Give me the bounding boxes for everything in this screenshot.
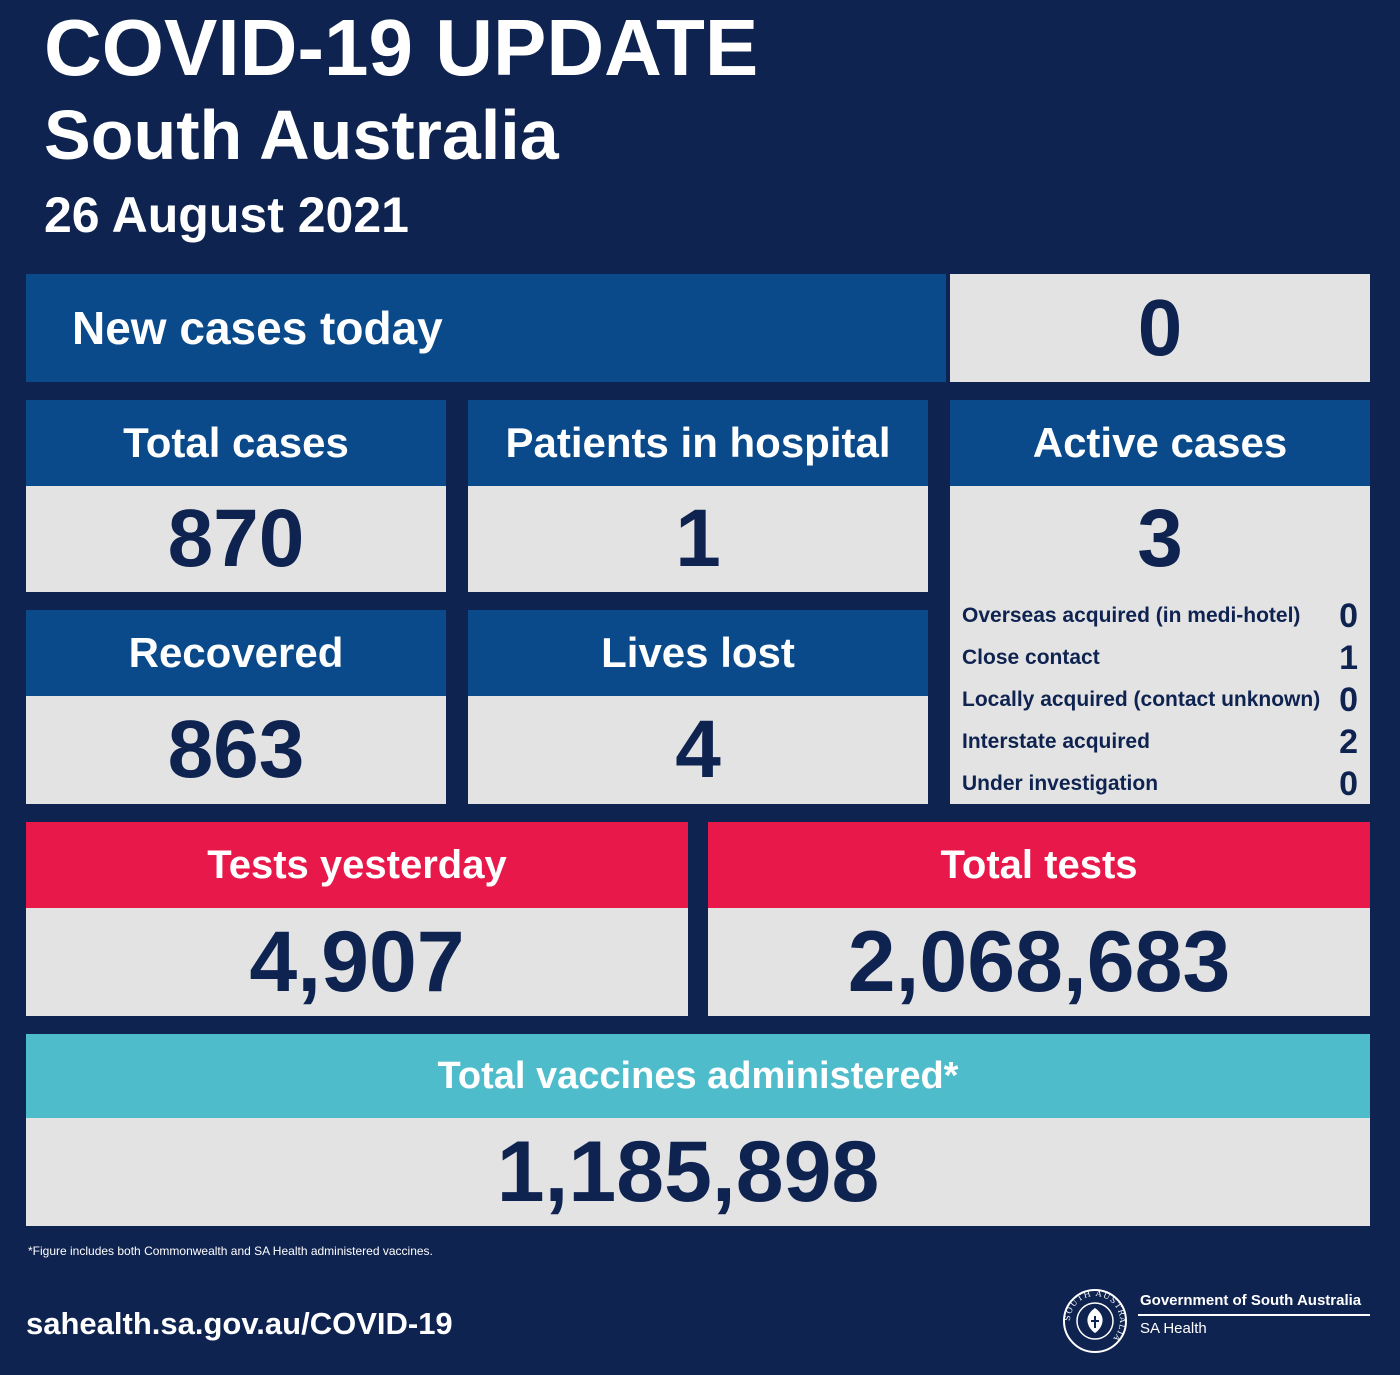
breakdown-label: Under investigation (962, 772, 1159, 795)
breakdown-label: Interstate acquired (962, 730, 1150, 753)
vaccine-footnote: *Figure includes both Commonwealth and S… (28, 1244, 433, 1258)
sa-government-seal-icon: SOUTH AUSTRALIA (1063, 1289, 1127, 1353)
breakdown-label: Locally acquired (contact unknown) (962, 688, 1321, 711)
active-cases-header: Active cases (950, 400, 1370, 486)
government-divider (1138, 1314, 1370, 1316)
breakdown-row-locally-acquired: Locally acquired (contact unknown) 0 (962, 680, 1358, 720)
lives-lost-value: 4 (468, 696, 928, 804)
total-tests-header: Total tests (708, 822, 1370, 908)
new-cases-value: 0 (950, 274, 1370, 382)
total-cases-value: 870 (26, 486, 446, 592)
breakdown-value: 0 (1339, 764, 1358, 803)
department-name: SA Health (1140, 1320, 1207, 1337)
page-title: COVID-19 UPDATE (44, 3, 759, 92)
vaccines-value: 1,185,898 (26, 1118, 1370, 1226)
new-cases-label: New cases today (72, 302, 443, 354)
vaccines-header: Total vaccines administered* (26, 1034, 1370, 1118)
breakdown-value: 1 (1339, 638, 1358, 677)
recovered-value: 863 (26, 696, 446, 804)
hospital-header: Patients in hospital (468, 400, 928, 486)
region-subtitle: South Australia (44, 96, 559, 174)
lives-lost-header: Lives lost (468, 610, 928, 696)
breakdown-label: Overseas acquired (in medi-hotel) (962, 604, 1301, 627)
report-date: 26 August 2021 (44, 187, 409, 243)
total-tests-value: 2,068,683 (708, 908, 1370, 1016)
new-cases-label-panel: New cases today (26, 274, 946, 382)
breakdown-row-overseas: Overseas acquired (in medi-hotel) 0 (962, 596, 1358, 636)
tests-yesterday-value: 4,907 (26, 908, 688, 1016)
active-cases-value: 3 (950, 486, 1370, 592)
breakdown-value: 2 (1339, 722, 1358, 761)
government-name: Government of South Australia (1140, 1292, 1362, 1309)
total-cases-header: Total cases (26, 400, 446, 486)
recovered-header: Recovered (26, 610, 446, 696)
breakdown-value: 0 (1339, 596, 1358, 635)
breakdown-value: 0 (1339, 680, 1358, 719)
breakdown-label: Close contact (962, 646, 1100, 669)
breakdown-row-interstate: Interstate acquired 2 (962, 722, 1358, 762)
breakdown-row-close-contact: Close contact 1 (962, 638, 1358, 678)
active-cases-breakdown: Overseas acquired (in medi-hotel) 0 Clos… (950, 592, 1370, 804)
hospital-value: 1 (468, 486, 928, 592)
tests-yesterday-header: Tests yesterday (26, 822, 688, 908)
breakdown-row-investigation: Under investigation 0 (962, 764, 1358, 804)
website-link[interactable]: sahealth.sa.gov.au/COVID-19 (26, 1306, 453, 1341)
